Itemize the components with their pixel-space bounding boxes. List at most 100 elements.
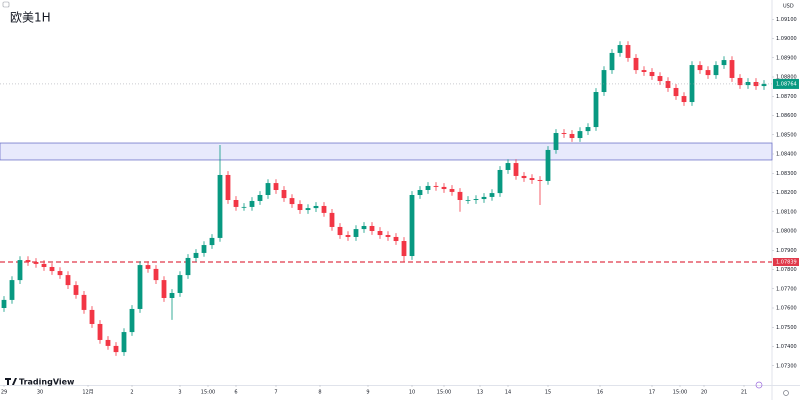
candle-body (433, 185, 439, 187)
currency-label: USD (783, 4, 794, 10)
y-tick-label: 1.07900 (776, 248, 797, 254)
y-tick-label: 1.07800 (776, 267, 797, 273)
y-tick-label: 1.07700 (776, 286, 797, 292)
candle-body (441, 186, 447, 190)
candle-body (129, 308, 135, 333)
candle-body (169, 292, 175, 298)
candle-body (353, 229, 359, 237)
candle-body (153, 268, 159, 281)
candle-body (673, 87, 679, 97)
candle-body (401, 241, 407, 257)
x-tick-label: 21 (741, 390, 747, 396)
x-tick-label: 20 (701, 390, 707, 396)
x-tick-label: 3 (178, 390, 181, 396)
candle-body (385, 235, 391, 237)
collapse-icon[interactable] (2, 1, 10, 8)
candle-body (1, 299, 7, 308)
candle-body (449, 189, 455, 192)
candle-body (297, 204, 303, 211)
candle-body (457, 191, 463, 201)
candle-body (289, 198, 295, 205)
x-tick-label: 6 (234, 390, 237, 396)
x-tick-label: 16 (597, 390, 603, 396)
candle-body (361, 225, 367, 230)
candle-body (81, 294, 87, 310)
candle-body (617, 45, 623, 53)
candle-body (473, 199, 479, 201)
y-tick-label: 1.07300 (776, 363, 797, 369)
replay-icon[interactable] (755, 381, 763, 389)
candle-body (305, 208, 311, 211)
candle-body (369, 225, 375, 231)
x-tick-label: 15:00 (673, 390, 687, 396)
x-tick-label: 9 (366, 390, 369, 396)
candle-body (609, 52, 615, 71)
x-tick-label: 15 (545, 390, 551, 396)
candle-body (33, 261, 39, 264)
candle-body (25, 260, 31, 262)
candle-body (57, 271, 63, 276)
candle-body (569, 133, 575, 139)
candle-body (537, 179, 543, 181)
candle-body (145, 265, 151, 269)
candle-body (161, 280, 167, 298)
candle-body (241, 206, 247, 208)
candle-body (641, 70, 647, 72)
y-tick-label: 1.09100 (776, 17, 797, 23)
candle-body (201, 245, 207, 253)
candle-body (225, 174, 231, 201)
candle-body (737, 77, 743, 86)
candle-body (497, 169, 503, 194)
candle-body (273, 183, 279, 190)
candle-body (593, 92, 599, 128)
x-tick-label: 15:00 (201, 390, 215, 396)
candle-body (113, 345, 119, 353)
y-tick-label: 1.08100 (776, 209, 797, 215)
logo-mark (5, 378, 17, 385)
candle-body (249, 200, 255, 207)
chart-title: 欧美1H (10, 11, 51, 25)
candle-body (521, 175, 527, 179)
x-tick-label: 14 (505, 390, 511, 396)
support-label: 1.07839 (776, 259, 797, 265)
y-tick-label: 1.08500 (776, 132, 797, 138)
candle-body (705, 70, 711, 76)
x-tick-label: 7 (274, 390, 277, 396)
y-tick-label: 1.08300 (776, 171, 797, 177)
candle-body (665, 81, 671, 88)
x-tick-label: 2 (130, 390, 133, 396)
settings-icon[interactable] (783, 390, 789, 396)
candle-body (745, 82, 751, 86)
candle-body (721, 60, 727, 66)
x-tick-label: 29 (1, 390, 7, 396)
candle-body (689, 65, 695, 103)
tradingview-logo: TradingView (5, 378, 75, 387)
x-tick-label: 15:00 (437, 390, 451, 396)
candle-body (265, 183, 271, 196)
candle-body (41, 263, 47, 267)
y-tick-label: 1.08600 (776, 113, 797, 119)
candle-body (465, 200, 471, 201)
candle-body (121, 332, 127, 353)
candle-body (649, 71, 655, 77)
candle-body (505, 163, 511, 170)
x-tick-label: 30 (37, 390, 43, 396)
candle-body (313, 205, 319, 209)
candle-body (633, 57, 639, 71)
candle-body (217, 174, 223, 238)
candle-body (713, 65, 719, 76)
candle-body (329, 212, 335, 227)
candle-body (481, 196, 487, 200)
last-price-tag (773, 78, 799, 89)
candle-body (185, 257, 191, 276)
x-tick-label: 12月 (82, 390, 93, 396)
y-tick-label: 1.08900 (776, 55, 797, 61)
logo-text: TradingView (19, 378, 75, 387)
candle-body (9, 280, 15, 300)
y-tick-label: 1.09000 (776, 36, 797, 42)
last-price-label: 1.08764 (776, 81, 797, 87)
y-tick-label: 1.07600 (776, 306, 797, 312)
